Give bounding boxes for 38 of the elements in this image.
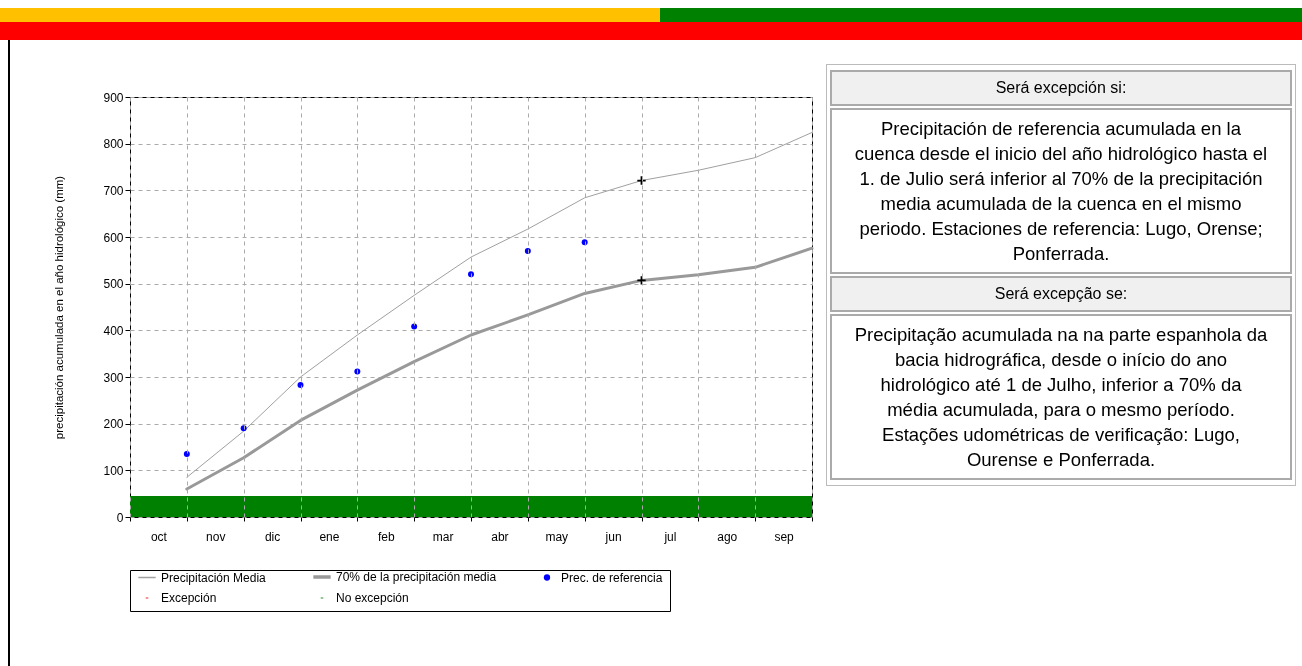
point — [411, 323, 418, 330]
y-tick-label: 300 — [103, 370, 124, 385]
text: Precipitación de referencia acumulada en la cuenca desde el inicio del año hidrológico hasta el 1. de Julio será inferior al 70% de la precipitación media acumulada de la cuenca en el mismo periodo. Estaciones de referencia: Lugo, Orense; Ponferrada. — [830, 108, 1292, 274]
legend-label: Excepción — [161, 591, 217, 605]
y-tick-label: 0 — [116, 510, 124, 525]
point — [183, 451, 190, 457]
x-tick-label: mar — [432, 529, 454, 544]
x-tick-label: jul — [663, 529, 677, 544]
y-tick-label: 200 — [103, 417, 124, 432]
legend-label: 70% de la precipitación media — [336, 570, 497, 584]
y-tick-label: 700 — [103, 183, 124, 198]
y-tick-label: 500 — [103, 277, 124, 292]
text: Será excepção se: — [830, 276, 1292, 312]
legend-label: No excepción — [336, 591, 409, 605]
x-tick-label: may — [545, 529, 569, 544]
point — [240, 425, 247, 432]
y-tick-label: 400 — [103, 323, 124, 338]
x-tick-label: feb — [377, 529, 395, 544]
y-axis-title: precipitación acumulada en el año hidrológico (mm) — [53, 175, 66, 440]
legend-label: Precipitación Media — [161, 570, 267, 585]
line-series — [185, 246, 814, 491]
x-tick-label: nov — [206, 529, 226, 544]
x-tick-label: abr — [491, 529, 509, 544]
x-tick-label: dic — [264, 529, 281, 544]
y-tick-label: 100 — [103, 463, 124, 478]
y-tick-label: 900 — [103, 90, 124, 105]
x-tick-label: ago — [717, 529, 738, 544]
legend-label: Prec. de referencia — [561, 570, 663, 585]
x-tick-label: ene — [319, 529, 340, 544]
text: Será excepción si: — [830, 70, 1292, 106]
point — [468, 271, 474, 278]
point — [524, 248, 531, 254]
text: Precipitação acumulada na na parte espanhola da bacia hidrográfica, desde o início do ano hidrológico até 1 de Julho, inferior a 70% da média acumulada, para o mesmo período. Estações udométricas de verificação: Lugo, Ourense e Ponferrada. — [830, 314, 1292, 480]
x-tick-label: sep — [774, 529, 795, 544]
x-tick-label: jun — [604, 529, 622, 544]
y-tick-label: 800 — [103, 137, 124, 152]
x-tick-label: oct — [150, 529, 168, 544]
y-tick-label: 600 — [103, 230, 124, 245]
